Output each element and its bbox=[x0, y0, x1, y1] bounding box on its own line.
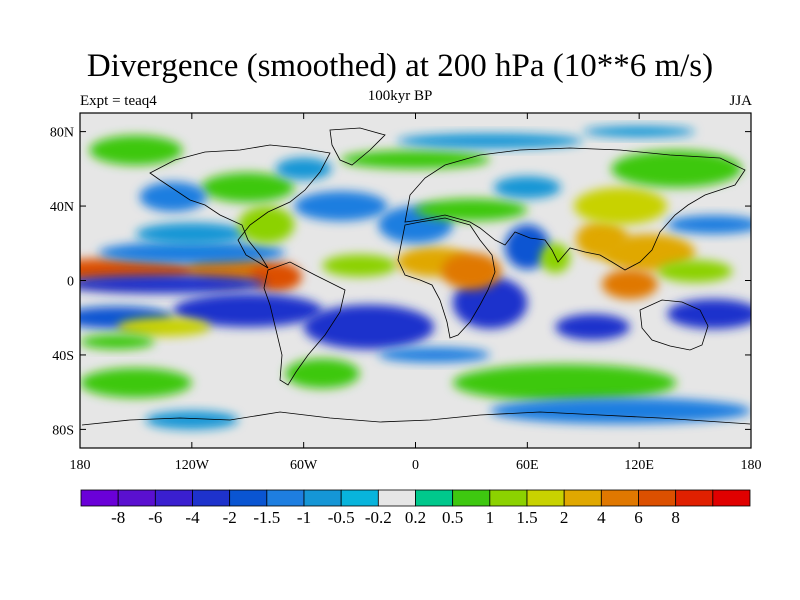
field-region-16 bbox=[139, 181, 207, 212]
colorbar-label: 6 bbox=[634, 508, 643, 527]
lat-tick-label: 80N bbox=[50, 126, 74, 141]
field-region-35 bbox=[583, 126, 696, 138]
field-region-10 bbox=[555, 314, 630, 341]
coastlines bbox=[81, 127, 751, 426]
lon-tick-label: 60E bbox=[516, 458, 539, 473]
coastline-australia bbox=[639, 299, 709, 351]
field-region-30 bbox=[601, 269, 658, 300]
lon-tick-label: 0 bbox=[412, 458, 419, 473]
plot-subtitle: 100kyr BP bbox=[367, 88, 433, 104]
coastline-north-america bbox=[149, 144, 331, 269]
experiment-label: Expt = teaq4 bbox=[80, 93, 157, 109]
lat-tick-label: 40N bbox=[50, 200, 74, 215]
colorbar-label: 1.5 bbox=[516, 508, 537, 527]
colorbar-swatch-14 bbox=[600, 489, 639, 507]
colorbar-label: 0.5 bbox=[442, 508, 463, 527]
colorbar-swatch-10 bbox=[452, 489, 491, 507]
colorbar-swatch-2 bbox=[154, 489, 193, 507]
field-region-40 bbox=[452, 364, 677, 402]
colorbar-label: 2 bbox=[560, 508, 569, 527]
field-region-21 bbox=[441, 252, 502, 290]
field-region-25 bbox=[493, 176, 561, 199]
season-label: JJA bbox=[729, 93, 752, 109]
field-region-37 bbox=[80, 367, 192, 398]
field-region-29 bbox=[601, 233, 696, 272]
field-region-43 bbox=[89, 135, 183, 166]
colorbar-swatch-0 bbox=[80, 489, 119, 507]
field-region-3 bbox=[80, 274, 267, 294]
colorbar-label: 0.2 bbox=[405, 508, 426, 527]
field-region-14 bbox=[238, 206, 295, 244]
field-region-5 bbox=[135, 222, 248, 246]
colorbar-label: -1 bbox=[297, 508, 311, 527]
plot-title: Divergence (smoothed) at 200 hPa (10**6 … bbox=[86, 48, 714, 84]
longitude-axis: 180 120W 60W 0 60E 120E 180 bbox=[70, 113, 762, 473]
colorbar-swatch-1 bbox=[117, 489, 156, 507]
colorbar-label: -6 bbox=[148, 508, 162, 527]
colorbar-swatch-5 bbox=[266, 489, 305, 507]
coastline-south-america bbox=[263, 261, 346, 386]
coastline-antarctica bbox=[81, 411, 751, 426]
lon-tick-label: 120E bbox=[624, 458, 654, 473]
field-region-4 bbox=[98, 241, 286, 264]
field-region-19 bbox=[322, 254, 397, 277]
field-region-34 bbox=[396, 133, 584, 149]
colorbar-swatch-7 bbox=[340, 489, 379, 507]
field-region-31 bbox=[657, 260, 733, 283]
field-region-33 bbox=[611, 150, 742, 188]
colorbar-label: -8 bbox=[111, 508, 125, 527]
field-region-36 bbox=[667, 215, 751, 234]
field-region-42 bbox=[145, 410, 239, 430]
lon-tick-label: 180 bbox=[70, 458, 91, 473]
field-region-26 bbox=[504, 224, 550, 270]
colorbar-swatch-4 bbox=[229, 489, 268, 507]
colorbar-label: -0.2 bbox=[365, 508, 392, 527]
field-region-41 bbox=[490, 397, 751, 424]
field-region-15 bbox=[201, 172, 295, 203]
latitude-axis: 80N 40N 0 40S 80S bbox=[50, 126, 751, 438]
colorbar-swatch-8 bbox=[377, 489, 416, 507]
lat-tick-label: 0 bbox=[67, 275, 74, 290]
colorbar: -8 -6 -4 -2 -1.5 -1 -0.5 -0.2 0.2 0.5 1 1.5 2 4 6 8 bbox=[80, 489, 751, 527]
colorbar-swatch-15 bbox=[638, 489, 677, 507]
field-region-12 bbox=[117, 317, 211, 337]
lat-tick-label: 80S bbox=[52, 423, 74, 438]
coastline-europe-africa bbox=[397, 217, 496, 339]
coastline-greenland bbox=[329, 127, 386, 166]
field-region-18 bbox=[294, 191, 388, 221]
colorbar-swatch-17 bbox=[712, 489, 751, 507]
colorbar-swatch-3 bbox=[192, 489, 231, 507]
lat-tick-label: 40S bbox=[52, 349, 74, 364]
field-region-7 bbox=[173, 293, 323, 328]
colorbar-swatch-12 bbox=[526, 489, 565, 507]
field-region-27 bbox=[540, 243, 571, 274]
field-region-9 bbox=[452, 276, 528, 329]
colorbar-swatch-6 bbox=[303, 489, 342, 507]
field-region-17 bbox=[275, 157, 332, 180]
colorbar-label: 1 bbox=[486, 508, 495, 527]
colorbar-label: -2 bbox=[223, 508, 237, 527]
colorbar-swatch-11 bbox=[489, 489, 528, 507]
colorbar-label: 8 bbox=[671, 508, 680, 527]
lon-tick-label: 180 bbox=[741, 458, 762, 473]
colorbar-swatch-13 bbox=[563, 489, 602, 507]
colorbar-label: -1.5 bbox=[253, 508, 280, 527]
lon-tick-label: 120W bbox=[175, 458, 210, 473]
colorbar-swatch-16 bbox=[675, 489, 714, 507]
field-region-32 bbox=[573, 187, 668, 225]
field-region-8 bbox=[303, 304, 435, 350]
colorbar-label: -4 bbox=[185, 508, 200, 527]
coastline-eurasia bbox=[404, 147, 746, 271]
colorbar-label: -0.5 bbox=[328, 508, 355, 527]
colorbar-swatch-9 bbox=[415, 489, 454, 507]
field-region-11 bbox=[667, 299, 751, 329]
field-region-13 bbox=[80, 334, 155, 350]
field-region-38 bbox=[285, 358, 360, 389]
field-region-24 bbox=[340, 150, 491, 169]
lon-tick-label: 60W bbox=[290, 458, 318, 473]
colorbar-label: 4 bbox=[597, 508, 606, 527]
divergence-field bbox=[80, 126, 751, 430]
field-region-39 bbox=[378, 347, 491, 363]
